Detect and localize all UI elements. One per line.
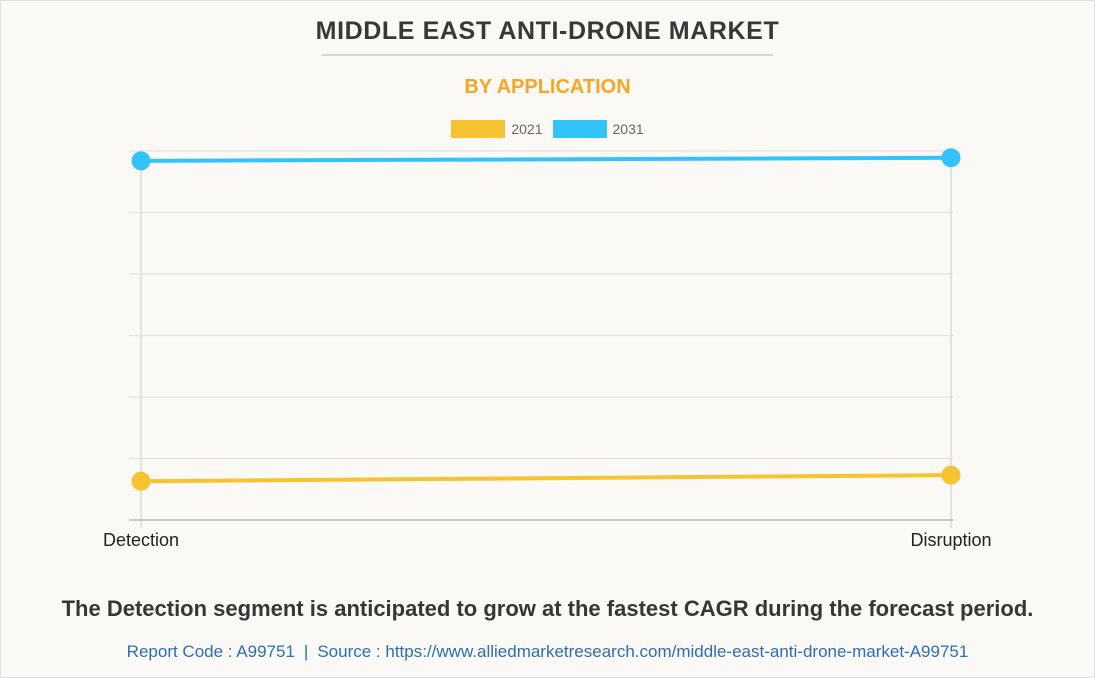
data-point-2031-detection[interactable] (131, 151, 151, 171)
legend: 2021 2031 (0, 120, 1095, 138)
chart-caption: The Detection segment is anticipated to … (61, 596, 1034, 621)
series-2031 (131, 148, 961, 171)
data-point-2031-disruption[interactable] (941, 148, 961, 168)
legend-swatch-2021 (451, 120, 506, 138)
report-code: Report Code : A99751 (126, 642, 295, 661)
series-layer (131, 148, 961, 491)
chart-title: MIDDLE EAST ANTI-DRONE MARKET (315, 17, 780, 45)
legend-label-2021: 2021 (511, 121, 543, 137)
series-2021 (131, 465, 961, 491)
gridlines (129, 150, 953, 460)
legend-item-2021[interactable]: 2021 (451, 120, 543, 138)
data-point-2021-detection[interactable] (131, 471, 151, 491)
legend-swatch-2031 (552, 120, 607, 138)
series-line-2031 (140, 155, 952, 163)
legend-label-2031: 2031 (612, 121, 644, 137)
x-axis-labels: Detection Disruption (103, 530, 992, 550)
x-tick-label-disruption: Disruption (910, 530, 991, 550)
source-link[interactable]: Source : https://www.alliedmarketresearc… (317, 642, 969, 661)
axes (129, 151, 953, 528)
data-point-2021-disruption[interactable] (941, 465, 961, 485)
title-divider (322, 54, 773, 56)
chart-subtitle: BY APPLICATION (464, 76, 631, 98)
series-line-2021 (140, 473, 952, 484)
footer-separator: | (303, 642, 309, 661)
x-tick-label-detection: Detection (103, 530, 179, 550)
legend-item-2031[interactable]: 2031 (552, 120, 644, 138)
footer: Report Code : A99751 | Source : https://ww… (0, 642, 1095, 662)
